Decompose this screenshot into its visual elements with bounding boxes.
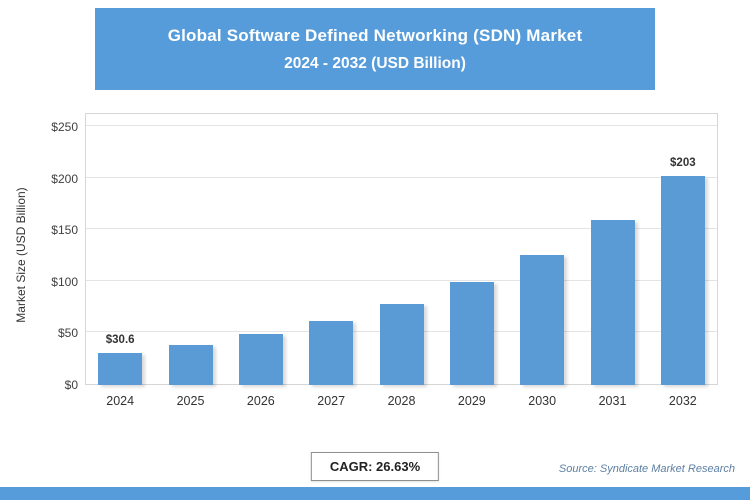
y-axis-tick-label: $100 bbox=[51, 274, 78, 289]
bar-2027 bbox=[309, 320, 354, 385]
chart-title-banner: Global Software Defined Networking (SDN)… bbox=[95, 8, 655, 90]
data-label-2032: $203 bbox=[670, 156, 696, 169]
data-label-2024: $30.6 bbox=[105, 334, 135, 347]
gridline-$100 bbox=[86, 279, 717, 281]
bar-2032 bbox=[660, 175, 705, 385]
x-axis-tick-label-2030: 2030 bbox=[528, 394, 557, 408]
bar-2024 bbox=[98, 353, 143, 385]
cagr-badge: CAGR: 26.63% bbox=[310, 452, 440, 481]
y-axis-tick-label: $50 bbox=[57, 326, 78, 341]
gridline-$250 bbox=[86, 125, 717, 126]
bar-2028 bbox=[379, 303, 424, 385]
bar-2025 bbox=[168, 345, 213, 385]
x-axis-tick-label-2026: 2026 bbox=[246, 394, 275, 408]
gridline-$150 bbox=[86, 228, 717, 230]
y-axis-tick-label: $200 bbox=[51, 171, 78, 186]
bar-2026 bbox=[238, 334, 283, 385]
y-axis-tick-label: $250 bbox=[51, 120, 78, 134]
chart-title-line2: 2024 - 2032 (USD Billion) bbox=[284, 54, 466, 72]
x-axis-tick-label-2032: 2032 bbox=[668, 394, 697, 408]
footer-accent-bar bbox=[0, 487, 750, 500]
y-axis-tick-label: $0 bbox=[64, 378, 78, 392]
x-axis-tick-label-2028: 2028 bbox=[387, 394, 416, 408]
x-axis-tick-label-2031: 2031 bbox=[598, 394, 627, 408]
cagr-label: CAGR: 26.63% bbox=[329, 459, 421, 474]
x-axis-tick-label-2025: 2025 bbox=[176, 394, 205, 408]
x-axis-tick-label-2027: 2027 bbox=[317, 394, 346, 408]
y-axis-tick-label: $150 bbox=[51, 223, 78, 238]
bar-2030 bbox=[520, 254, 565, 385]
x-axis-tick-label-2024: 2024 bbox=[106, 394, 135, 408]
x-axis-tick-label-2029: 2029 bbox=[457, 394, 486, 408]
source-attribution: Source: Syndicate Market Research bbox=[558, 463, 735, 475]
gridline-$200 bbox=[86, 176, 717, 178]
chart-title-line1: Global Software Defined Networking (SDN)… bbox=[167, 25, 583, 45]
bar-2029 bbox=[449, 282, 494, 385]
bar-2031 bbox=[590, 220, 635, 385]
